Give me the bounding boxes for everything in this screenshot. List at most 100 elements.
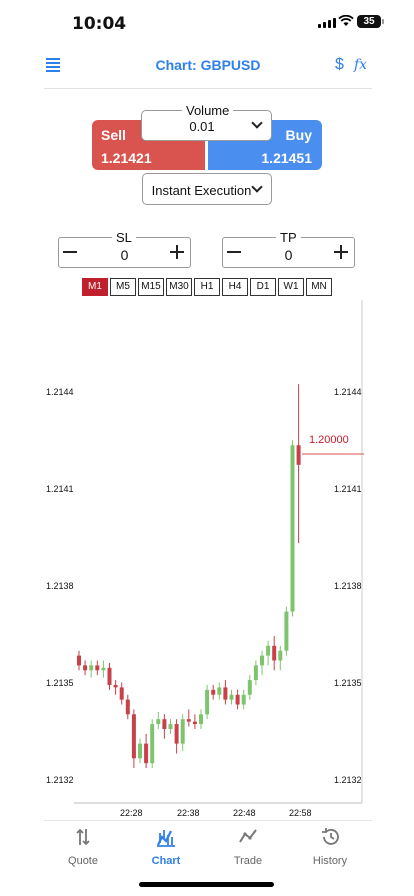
nav-trade[interactable]: Trade [213, 827, 283, 867]
timeframe-d1[interactable]: D1 [250, 278, 276, 296]
candle-body [156, 719, 161, 725]
buy-label: Buy [285, 127, 312, 143]
timeframe-m30[interactable]: M30 [166, 278, 192, 296]
minus-icon[interactable] [63, 251, 77, 253]
candle-body [119, 687, 124, 700]
candle-body [174, 724, 179, 744]
candle [162, 714, 167, 739]
candle-body [266, 645, 271, 656]
nav-quote[interactable]: Quote [48, 827, 118, 867]
tp-value[interactable]: 0 [284, 247, 293, 263]
minus-icon[interactable] [227, 251, 241, 253]
candle [272, 636, 277, 671]
candle-body [241, 694, 246, 705]
candle [174, 719, 179, 754]
volume-select[interactable]: Volume 0.01 [141, 103, 272, 141]
y-tick-right: 1.2138 [334, 581, 362, 591]
execution-value: Instant Execution [151, 183, 252, 198]
candle-body [89, 665, 94, 671]
y-tick-right: 1.2132 [334, 775, 362, 785]
candle-body [150, 724, 155, 764]
candle [253, 660, 258, 685]
candle-body [77, 655, 81, 666]
candle [113, 680, 118, 695]
wifi-icon [338, 15, 354, 26]
timeframe-mn[interactable]: MN [306, 278, 332, 296]
candle-body [229, 694, 234, 700]
candle [138, 738, 142, 764]
signal-icon [318, 17, 336, 28]
timeframe-m5[interactable]: M5 [110, 278, 136, 296]
candle [125, 694, 130, 720]
volume-value: 0.01 [189, 119, 215, 134]
candle [95, 660, 100, 676]
top-bar: Chart: GBPUSD $ fx [44, 44, 372, 89]
candle-body [168, 724, 173, 729]
candle-body [211, 689, 216, 695]
sl-label: SL [112, 230, 136, 245]
page-title: Chart: GBPUSD [155, 57, 261, 73]
candle [223, 680, 228, 705]
candle-body [107, 667, 112, 685]
history-icon [322, 828, 339, 845]
nav-history[interactable]: History [295, 827, 365, 867]
x-tick: 22:28 [120, 808, 143, 818]
plus-icon[interactable] [170, 245, 184, 259]
battery-icon: 35 [357, 15, 381, 28]
dollar-icon[interactable]: $ [335, 56, 344, 73]
timeframe-m15[interactable]: M15 [138, 278, 164, 296]
candle [247, 675, 252, 700]
nav-quote-label: Quote [68, 855, 98, 867]
candle-body [113, 684, 118, 688]
candle [107, 662, 112, 690]
x-tick: 22:48 [233, 808, 256, 818]
nav-history-label: History [312, 855, 348, 867]
candle [156, 711, 161, 729]
candle-body [272, 645, 277, 661]
bottom-nav: Quote Chart Trade History [44, 820, 372, 870]
candle [217, 682, 222, 700]
y-tick-left: 1.2135 [46, 678, 74, 688]
x-tick: 22:38 [177, 808, 200, 818]
timeframe-bar: M1 M5 M15 M30 H1 H4 D1 W1 MN [82, 278, 332, 296]
candle-body [162, 719, 167, 729]
tp-label: TP [276, 230, 301, 245]
nav-trade-label: Trade [233, 855, 263, 867]
sl-stepper: SL 0 [58, 230, 191, 268]
plus-icon[interactable] [334, 245, 348, 259]
candle [77, 650, 81, 671]
home-indicator[interactable] [139, 882, 274, 887]
candle [284, 606, 289, 656]
y-tick-left: 1.2138 [46, 581, 74, 591]
candle-body [101, 667, 106, 671]
candle-body [95, 665, 100, 671]
timeframe-m1[interactable]: M1 [82, 278, 108, 296]
fx-icon[interactable]: fx [354, 57, 368, 73]
execution-select[interactable]: Instant Execution [142, 173, 272, 205]
candle-body [290, 445, 295, 612]
candle [119, 682, 124, 705]
candle-body [235, 694, 240, 705]
candle-body [296, 445, 301, 465]
timeframe-h1[interactable]: H1 [194, 278, 220, 296]
clock: 10:04 [72, 14, 127, 34]
price-chart[interactable]: 1.2144 1.2141 1.2138 1.2135 1.2132 1.214… [0, 300, 414, 820]
candle-body [131, 714, 136, 759]
candle [260, 650, 264, 676]
candle-body [186, 719, 191, 722]
status-bar: 10:04 35 [0, 0, 414, 44]
battery-tip [382, 19, 384, 24]
y-tick-right: 1.2141 [334, 484, 362, 494]
sl-value[interactable]: 0 [120, 247, 129, 263]
menu-icon[interactable] [46, 58, 60, 72]
nav-chart[interactable]: Chart [131, 827, 201, 867]
candle [186, 709, 191, 727]
candle [235, 689, 240, 710]
candle [144, 733, 149, 769]
candle [150, 719, 155, 769]
candle [168, 719, 173, 734]
candle-body [217, 687, 222, 695]
candle-body [83, 665, 88, 671]
timeframe-h4[interactable]: H4 [222, 278, 248, 296]
timeframe-w1[interactable]: W1 [278, 278, 304, 296]
